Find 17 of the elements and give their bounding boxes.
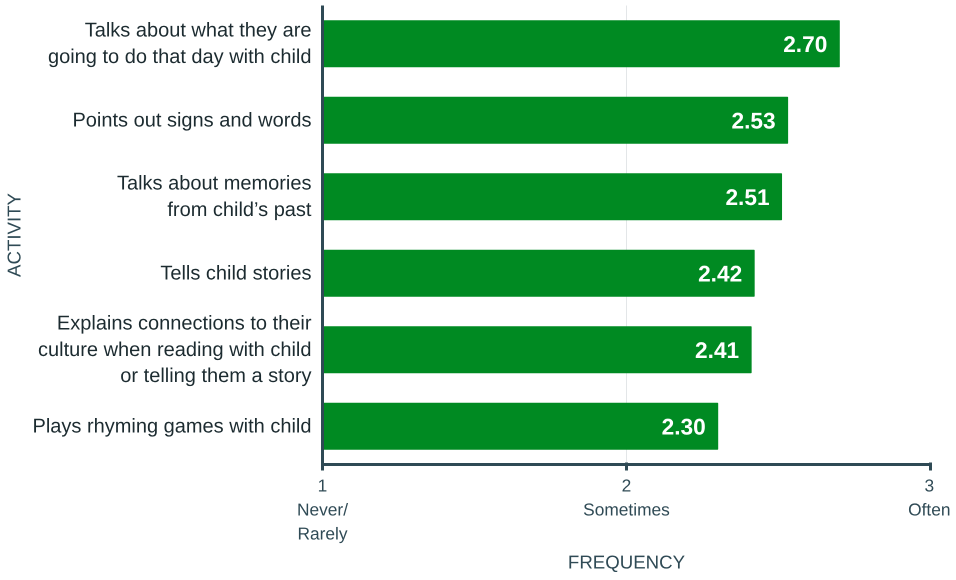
data-label: 2.41 <box>695 336 740 363</box>
data-label: 2.51 <box>725 184 770 210</box>
data-label: 2.53 <box>732 107 776 134</box>
x-tick-label: 2 Sometimes <box>583 476 670 520</box>
y-tick-label: Points out signs and words <box>72 109 312 132</box>
y-tick-label: Talks about memories from child’s past <box>116 172 312 221</box>
y-tick-label: Plays rhyming games with child <box>32 415 312 438</box>
y-tick-label: Talks about what they are going to do that day with child <box>48 20 312 68</box>
data-label: 2.42 <box>698 260 742 286</box>
y-tick-label: Tells child stories <box>160 262 312 284</box>
y-axis-title: ACTIVITY <box>4 192 25 277</box>
data-label: 2.30 <box>662 413 706 440</box>
x-axis-title: FREQUENCY <box>568 552 686 572</box>
x-tick-label: 3 Often <box>908 476 951 520</box>
x-tick-label: 1 Never/ Rarely <box>296 476 348 544</box>
y-tick-label: Explains connections to their culture when reading with child or telling them a story <box>38 312 312 388</box>
data-label: 2.70 <box>783 30 828 57</box>
